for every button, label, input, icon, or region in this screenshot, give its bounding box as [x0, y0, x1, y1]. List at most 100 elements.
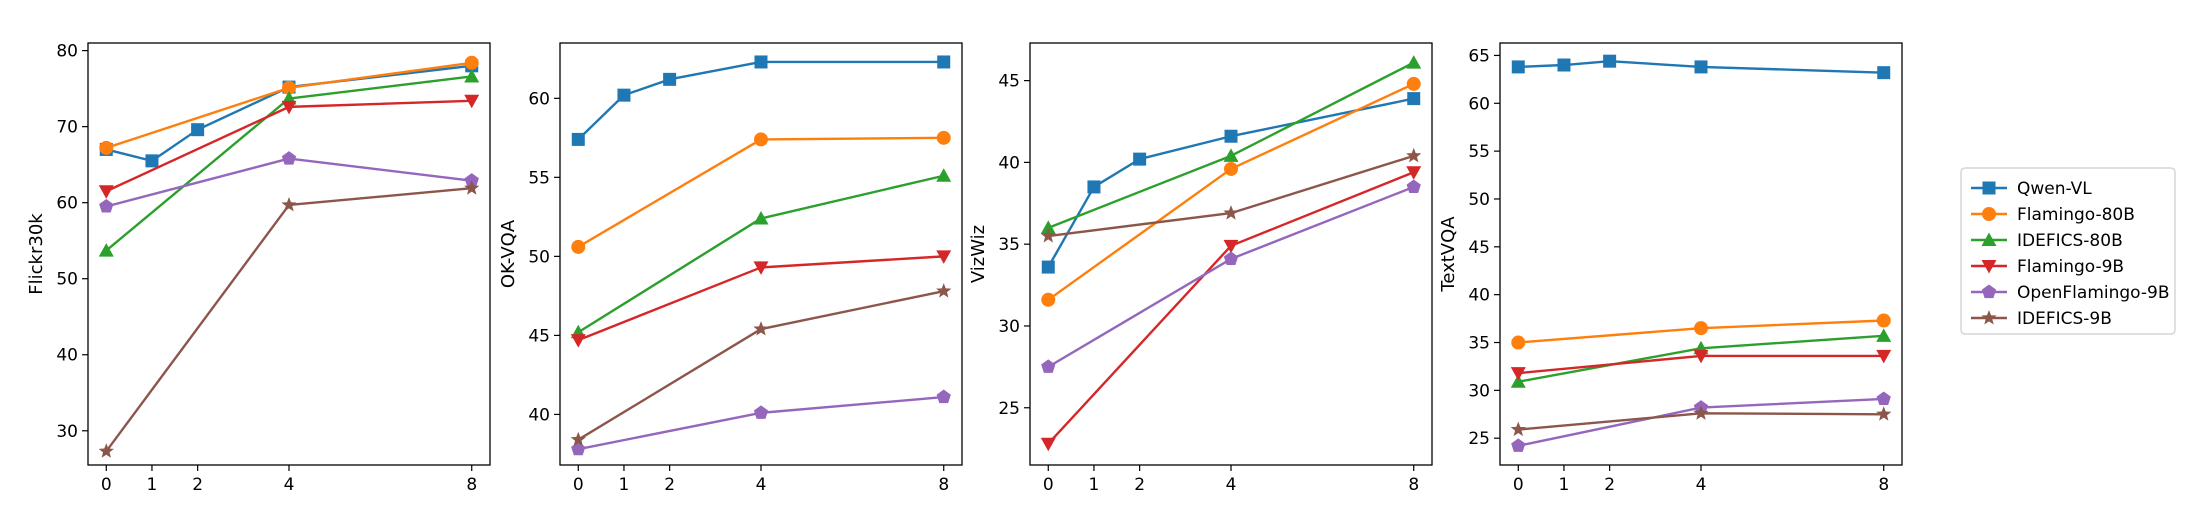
panel-vizwiz: 0 1 2 4 8 25 30 35 40 45 VizWiz: [968, 42, 1433, 495]
y-tick-label: 40: [56, 346, 78, 366]
data-point-openflamingo-9b: [281, 151, 297, 165]
y-tick-label: 70: [56, 118, 78, 138]
data-point-flamingo-9b: [1223, 239, 1239, 254]
y-tick-label: 45: [1468, 238, 1490, 258]
data-point-openflamingo-9b: [99, 198, 114, 213]
legend: Qwen-VL Flamingo-80B IDEFICS-80B Flamingo-9…: [1960, 167, 2176, 335]
x-tick-label: 8: [1878, 475, 1889, 495]
data-point-qwen-vl: [1511, 60, 1525, 74]
series-line-idefics-9b: [105, 187, 472, 453]
y-tick-label: 45: [528, 326, 550, 346]
data-point-flamingo-9b: [1040, 437, 1056, 452]
y-tick-label: 80: [56, 42, 78, 62]
legend-label: OpenFlamingo-9B: [2017, 283, 2170, 303]
series-line-flamingo-80b: [577, 136, 944, 248]
data-point-idefics-80b: [1406, 55, 1422, 69]
x-tick-label: 4: [284, 475, 295, 495]
data-point-openflamingo-9b: [936, 389, 951, 404]
y-tick-label: 25: [1468, 429, 1490, 449]
data-point-idefics-9b: [464, 180, 480, 195]
y-axis-title: VizWiz: [968, 225, 989, 283]
legend-entry-flamingo-80b: Flamingo-80B: [1971, 205, 2135, 225]
y-tick-label: 50: [528, 247, 550, 267]
legend-marker: [1982, 207, 1996, 221]
data-point-qwen-vl: [663, 72, 677, 86]
data-point-flamingo-80b: [1041, 292, 1056, 307]
x-tick-label: 2: [192, 475, 203, 495]
legend-marker: [1981, 232, 1997, 246]
series-line-openflamingo-9b: [578, 395, 944, 451]
x-tick-label: 0: [101, 475, 112, 495]
data-point-qwen-vl: [1133, 152, 1147, 166]
legend-marker: [1982, 181, 1996, 195]
data-point-idefics-9b: [753, 321, 769, 336]
y-tick-label: 55: [1468, 142, 1490, 162]
data-point-qwen-vl: [1224, 129, 1238, 143]
x-tick-label: 2: [1134, 475, 1145, 495]
y-tick-label: 30: [56, 422, 78, 442]
x-tick-label: 1: [619, 475, 630, 495]
x-tick-label: 1: [147, 475, 158, 495]
legend-marker: [1981, 284, 1997, 299]
y-axis-title: Flickr30k: [26, 213, 47, 295]
data-point-idefics-80b: [98, 243, 114, 257]
x-tick-label: 4: [756, 475, 767, 495]
data-point-flamingo-80b: [1694, 321, 1708, 336]
y-tick-label: 65: [1468, 46, 1490, 66]
data-point-qwen-vl: [617, 88, 631, 102]
data-point-qwen-vl: [937, 55, 951, 69]
data-point-qwen-vl: [1041, 260, 1055, 274]
data-point-idefics-9b: [1876, 406, 1892, 421]
legend-label: Qwen-VL: [2017, 179, 2092, 199]
data-point-idefics-80b: [1510, 374, 1526, 388]
legend-marker: [1981, 260, 1997, 274]
data-point-idefics-9b: [1040, 228, 1056, 243]
x-tick-label: 4: [1696, 475, 1707, 495]
y-tick-label: 55: [528, 168, 550, 188]
y-tick-label: 45: [998, 72, 1020, 92]
data-point-idefics-9b: [1693, 405, 1709, 420]
chart-panels: 0 1 2 4 8 30 40 50 60 70 80 Flickr30k 0 1 2 4 8 40 45 50 55 6…: [26, 42, 1903, 495]
series-line-qwen-vl: [577, 60, 944, 141]
x-tick-label: 0: [573, 475, 584, 495]
data-point-openflamingo-9b: [571, 441, 586, 456]
data-point-flamingo-9b: [570, 334, 586, 348]
data-point-idefics-80b: [936, 168, 952, 182]
y-tick-label: 60: [1468, 94, 1490, 114]
data-point-qwen-vl: [1877, 66, 1891, 80]
data-point-flamingo-9b: [753, 261, 769, 275]
data-point-idefics-9b: [1406, 147, 1422, 163]
legend-entry-idefics-80b: IDEFICS-80B: [1971, 231, 2123, 251]
data-point-idefics-9b: [936, 283, 952, 298]
x-tick-label: 8: [938, 475, 949, 495]
data-point-flamingo-9b: [281, 100, 297, 115]
series-line-idefics-80b: [1047, 61, 1415, 229]
y-tick-label: 35: [1468, 334, 1490, 354]
panel-flickr30k: 0 1 2 4 8 30 40 50 60 70 80 Flickr30k: [26, 42, 491, 495]
data-point-flamingo-80b: [99, 140, 114, 155]
data-point-qwen-vl: [1087, 180, 1101, 194]
y-tick-label: 40: [528, 405, 550, 425]
data-point-openflamingo-9b: [1223, 251, 1239, 265]
data-point-openflamingo-9b: [1041, 359, 1056, 373]
y-tick-label: 60: [56, 194, 78, 214]
legend-label: IDEFICS-9B: [2017, 309, 2112, 329]
panel-textvqa: 0 1 2 4 8 25 30 35 40 45 50 55 60 65 TextVQA: [1438, 42, 1903, 495]
legend-label: Flamingo-9B: [2017, 257, 2124, 277]
data-point-idefics-9b: [281, 196, 297, 212]
data-point-qwen-vl: [145, 154, 159, 168]
data-point-qwen-vl: [1557, 58, 1571, 72]
data-point-flamingo-80b: [464, 55, 479, 70]
x-tick-label: 2: [1604, 475, 1615, 495]
data-point-qwen-vl: [571, 132, 585, 146]
data-point-flamingo-9b: [98, 185, 114, 199]
y-tick-label: 40: [1468, 286, 1490, 306]
y-axis-title: TextVQA: [1438, 216, 1459, 293]
data-point-idefics-9b: [1510, 421, 1526, 437]
x-tick-label: 8: [466, 475, 477, 495]
y-tick-label: 50: [1468, 190, 1490, 210]
y-axis-title: OK-VQA: [498, 219, 519, 288]
data-point-qwen-vl: [754, 55, 768, 69]
y-tick-label: 30: [998, 317, 1020, 337]
